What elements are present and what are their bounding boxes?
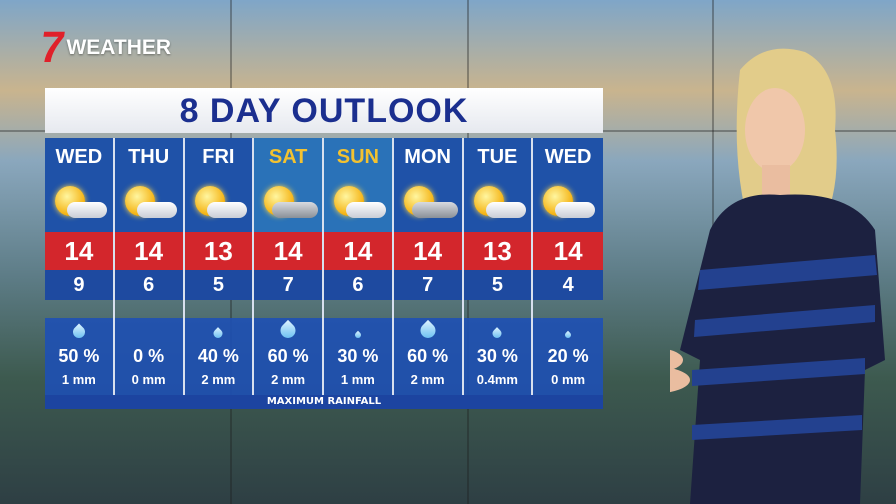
rain-chance: 60 %	[407, 346, 449, 366]
max-temp: 14	[533, 232, 603, 270]
rain-cell: 60 % 2 mm	[393, 318, 462, 395]
day-label: THU	[114, 138, 183, 178]
min-temp: 9	[45, 270, 113, 300]
sun-cloud-icon	[324, 178, 392, 232]
max-temp: 14	[324, 232, 392, 270]
sun-rain-cloud-icon	[393, 178, 462, 232]
sun-cloud-icon	[184, 178, 253, 232]
min-temp: 6	[114, 270, 183, 300]
max-temp: 14	[393, 232, 462, 270]
rain-amount: 2 mm	[201, 372, 236, 387]
rain-amount: 1 mm	[61, 372, 96, 387]
sun-cloud-icon	[533, 178, 603, 232]
rain-amount: 2 mm	[271, 372, 306, 387]
logo-mark: 7	[36, 23, 68, 72]
max-temp: 14	[254, 232, 322, 270]
cloud-icon	[411, 202, 458, 218]
day-label: SUN	[324, 138, 392, 178]
forecast-day-3: SAT 14 7 60 % 2 mm	[254, 138, 324, 395]
rain-cell: 0 % 0 mm	[114, 318, 183, 395]
min-temp: 5	[463, 270, 532, 300]
raindrop-icon	[353, 330, 363, 340]
logo-text: WEATHER	[66, 36, 172, 59]
min-temp: 7	[254, 270, 322, 300]
rain-cell: 40 % 2 mm	[184, 318, 253, 395]
min-temp: 6	[324, 270, 392, 300]
forecast-day-7: WED 14 4 20 % 0 mm	[533, 138, 603, 395]
cloud-icon	[346, 202, 386, 218]
panel-title: 8 DAY OUTLOOK	[45, 88, 603, 133]
day-label: SAT	[254, 138, 322, 178]
day-label: MON	[393, 138, 462, 178]
rain-chance: 30 %	[337, 346, 379, 366]
rain-chance: 20 %	[547, 346, 589, 366]
seven-weather-logo: 7 WEATHER	[36, 23, 172, 72]
max-temp: 14	[45, 232, 113, 270]
sun-cloud-icon	[45, 178, 113, 232]
sun-cloud-icon	[463, 178, 532, 232]
max-temp: 13	[184, 232, 253, 270]
min-temp: 7	[393, 270, 462, 300]
max-temp: 14	[114, 232, 183, 270]
rain-amount: 0 mm	[551, 372, 586, 387]
day-label: WED	[45, 138, 113, 178]
cloud-icon	[136, 202, 177, 218]
cloud-icon	[555, 202, 596, 218]
rainfall-footer: MAXIMUM RAINFALL	[45, 395, 603, 409]
day-label: FRI	[184, 138, 253, 178]
raindrop-icon	[417, 319, 439, 342]
rain-chance: 30 %	[476, 346, 518, 366]
rain-cell: 30 % 0.4mm	[463, 318, 532, 395]
rain-amount: 1 mm	[340, 372, 375, 387]
min-temp: 4	[533, 270, 603, 300]
sun-rain-cloud-icon	[254, 178, 322, 232]
forecast-day-5: MON 14 7 60 % 2 mm	[393, 138, 464, 395]
forecast-day-4: SUN 14 6 30 % 1 mm	[324, 138, 394, 395]
rain-cell: 20 % 0 mm	[533, 318, 603, 395]
rain-amount: 2 mm	[410, 372, 445, 387]
rain-chance: 0 %	[133, 346, 165, 366]
day-label: WED	[533, 138, 603, 178]
cloud-icon	[206, 202, 247, 218]
rain-chance: 60 %	[267, 346, 309, 366]
raindrop-icon	[277, 319, 299, 342]
cloud-icon	[272, 202, 319, 218]
raindrop-icon	[563, 330, 573, 340]
rain-chance: 40 %	[197, 346, 239, 366]
rain-chance: 50 %	[58, 346, 100, 366]
raindrop-icon	[70, 323, 88, 341]
forecast-day-6: TUE 13 5 30 % 0.4mm	[463, 138, 534, 395]
rain-cell: 60 % 2 mm	[254, 318, 322, 395]
raindrop-icon	[491, 327, 504, 340]
rain-amount: 0 mm	[131, 372, 166, 387]
sun-cloud-icon	[114, 178, 183, 232]
min-temp: 5	[184, 270, 253, 300]
forecast-columns: WED 14 9 50 % 1 mm THU 14 6 0 % 0 mm FRI…	[45, 138, 603, 395]
presenter	[670, 48, 885, 504]
rain-cell: 50 % 1 mm	[45, 318, 113, 395]
cloud-icon	[67, 202, 107, 218]
raindrop-icon	[212, 327, 225, 340]
cloud-icon	[485, 202, 526, 218]
outlook-panel: 8 DAY OUTLOOK WED 14 9 50 % 1 mm THU 14 …	[45, 88, 603, 409]
forecast-day-1: THU 14 6 0 % 0 mm	[114, 138, 185, 395]
forecast-day-2: FRI 13 5 40 % 2 mm	[184, 138, 255, 395]
rain-amount: 0.4mm	[476, 372, 518, 387]
max-temp: 13	[463, 232, 532, 270]
forecast-day-0: WED 14 9 50 % 1 mm	[45, 138, 115, 395]
rain-cell: 30 % 1 mm	[324, 318, 392, 395]
day-label: TUE	[463, 138, 532, 178]
